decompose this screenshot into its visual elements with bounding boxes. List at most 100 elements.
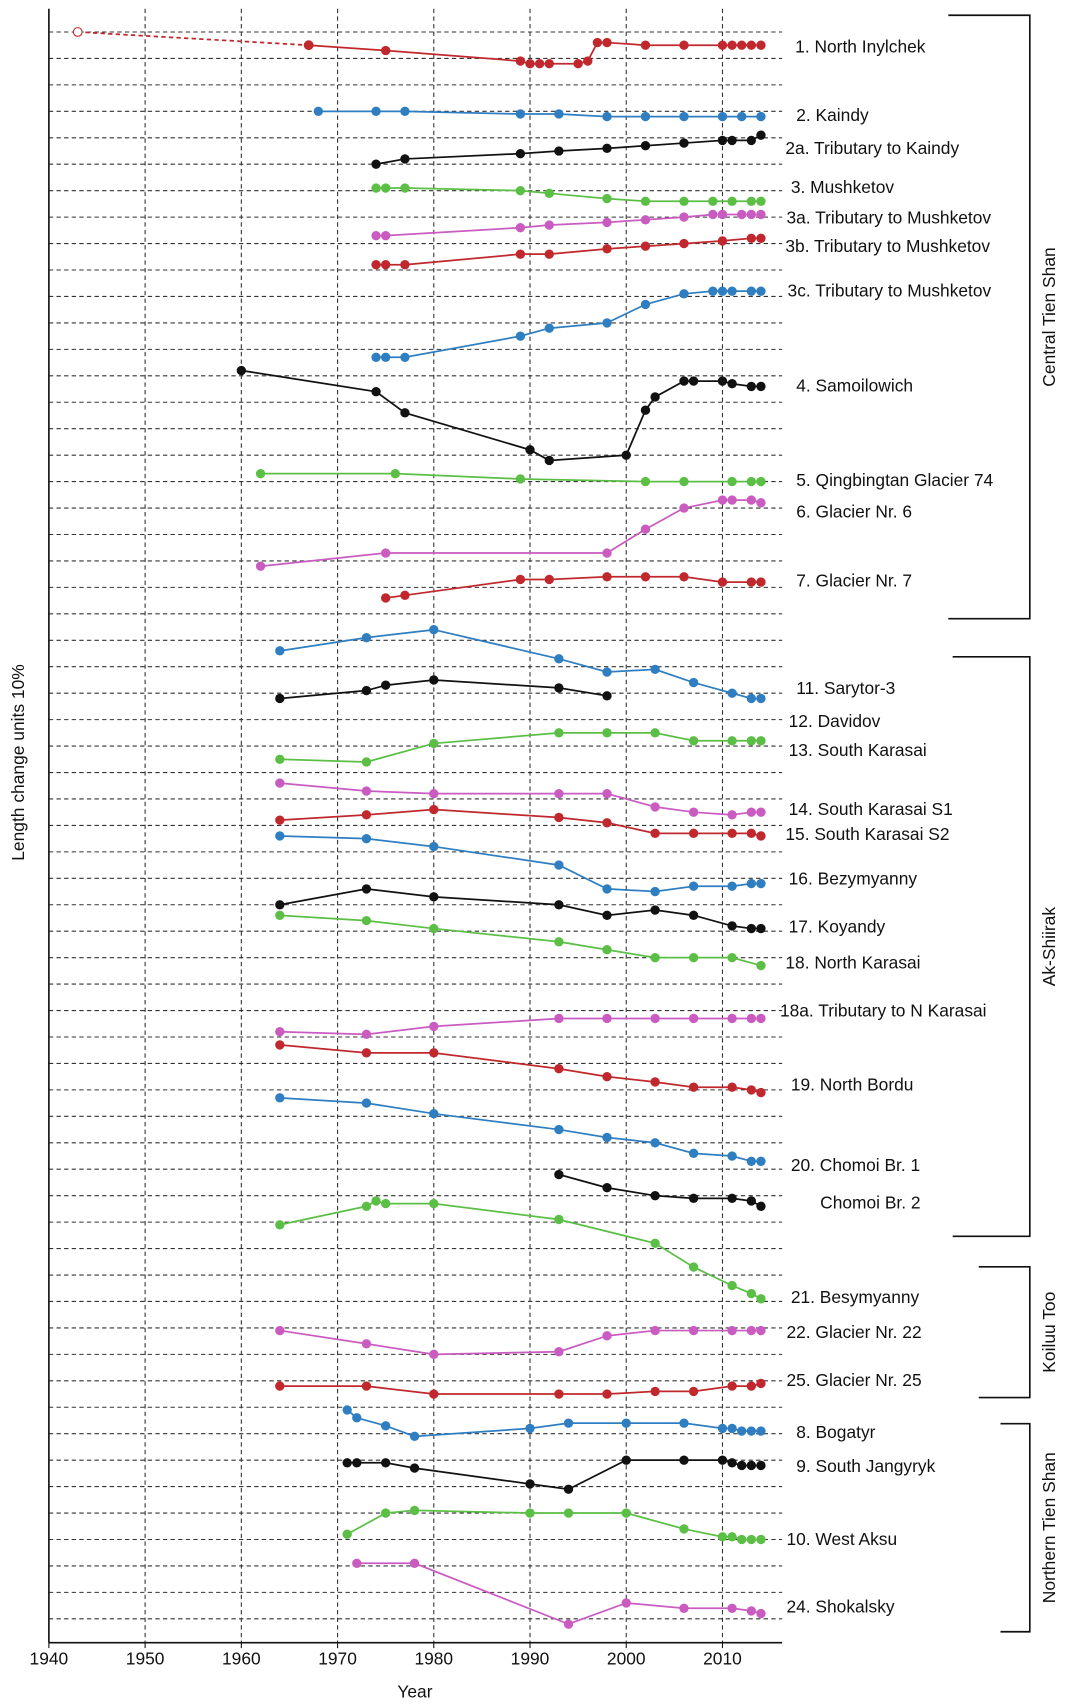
- data-point: [525, 1479, 535, 1489]
- data-point: [381, 230, 391, 241]
- data-point: [381, 260, 391, 270]
- data-point: [708, 209, 718, 220]
- x-tick-label: 1950: [126, 1649, 165, 1669]
- x-tick-label: 1980: [414, 1649, 453, 1669]
- data-point: [275, 646, 285, 656]
- data-point: [756, 1460, 766, 1471]
- data-point: [717, 40, 728, 50]
- data-point: [746, 1156, 757, 1166]
- data-point: [727, 1193, 737, 1204]
- data-point: [371, 352, 381, 362]
- data-point: [746, 209, 757, 220]
- data-point: [717, 236, 728, 246]
- data-point: [602, 1331, 612, 1341]
- data-point: [429, 1048, 439, 1058]
- data-point: [361, 1098, 372, 1108]
- data-point: [650, 664, 660, 675]
- data-point: [554, 146, 564, 156]
- data-point: [361, 786, 372, 796]
- data-point: [563, 1508, 574, 1518]
- data-point: [515, 331, 526, 341]
- x-tick-label: 2000: [607, 1649, 646, 1669]
- x-tick-label: 2010: [703, 1649, 742, 1669]
- data-point: [688, 376, 699, 386]
- data-point: [602, 548, 612, 558]
- series-line: [279, 1044, 762, 1094]
- data-point: [429, 738, 439, 749]
- data-point: [746, 476, 757, 487]
- data-point: [381, 1458, 391, 1468]
- data-point: [727, 810, 737, 820]
- data-point: [756, 807, 766, 817]
- data-point: [429, 788, 439, 799]
- data-point: [640, 111, 651, 122]
- data-point: [361, 1029, 372, 1040]
- data-point: [640, 572, 651, 582]
- data-point: [679, 572, 689, 582]
- data-point: [727, 495, 737, 505]
- data-point: [746, 1606, 757, 1616]
- data-point: [727, 828, 737, 839]
- data-point: [409, 1558, 420, 1568]
- data-point: [621, 1418, 631, 1428]
- data-point: [515, 148, 526, 159]
- data-point: [72, 27, 83, 37]
- data-point: [525, 1423, 535, 1434]
- data-point: [727, 1082, 737, 1092]
- data-point: [554, 728, 564, 738]
- data-point: [515, 109, 526, 119]
- data-point: [746, 736, 757, 746]
- data-point: [727, 40, 737, 50]
- data-point: [381, 1421, 391, 1431]
- data-point: [275, 754, 285, 764]
- series-label: 8. Bogatyr: [796, 1422, 875, 1442]
- data-point: [746, 828, 757, 839]
- data-point: [650, 905, 660, 915]
- data-point: [429, 1349, 439, 1360]
- data-point: [361, 632, 372, 643]
- series-label: 2a. Tributary to Kaindy: [785, 138, 959, 158]
- data-point: [602, 37, 612, 48]
- data-point: [371, 386, 381, 397]
- data-point: [679, 196, 689, 206]
- series-line: [279, 628, 761, 700]
- data-point: [602, 728, 612, 738]
- series-line: [279, 888, 761, 930]
- data-point: [602, 945, 612, 955]
- data-point: [727, 736, 737, 746]
- data-point: [688, 1193, 699, 1204]
- data-point: [400, 408, 410, 418]
- series-label: 1. North Inylchek: [795, 37, 926, 57]
- data-point: [650, 1190, 660, 1201]
- data-point: [381, 45, 391, 56]
- data-point: [746, 1534, 757, 1545]
- data-point: [429, 1389, 439, 1399]
- data-point: [746, 693, 757, 704]
- data-point: [756, 498, 766, 508]
- data-point: [429, 1109, 439, 1119]
- data-point: [381, 1508, 391, 1518]
- data-point: [429, 923, 439, 934]
- series-label: 7. Glacier Nr. 7: [796, 570, 912, 590]
- series-line: [279, 1017, 761, 1036]
- data-point: [650, 1013, 660, 1024]
- data-point: [275, 778, 285, 788]
- data-point: [727, 379, 737, 389]
- group-label: Central Tien Shan: [1039, 247, 1059, 386]
- group-label: Koiluu Too: [1039, 1292, 1059, 1373]
- data-point: [429, 804, 439, 815]
- series-line: [279, 731, 761, 763]
- data-point: [515, 474, 526, 484]
- data-point: [727, 196, 737, 206]
- data-point: [371, 230, 381, 241]
- group-bracket: [1000, 1422, 1031, 1633]
- data-point: [650, 1386, 660, 1397]
- series-label: 9. South Jangyryk: [796, 1456, 935, 1476]
- data-point: [361, 915, 372, 926]
- data-point: [554, 1064, 564, 1074]
- data-point: [342, 1458, 352, 1468]
- data-point: [727, 1532, 737, 1542]
- data-point: [515, 56, 526, 66]
- data-point: [650, 802, 660, 812]
- data-point: [679, 289, 689, 299]
